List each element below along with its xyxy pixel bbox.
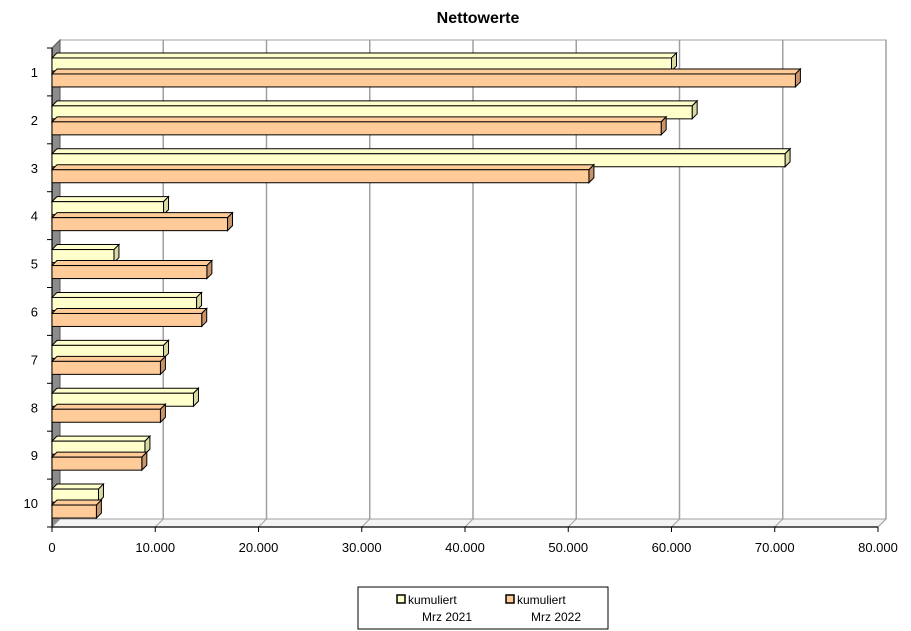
gridline-floor [258,518,267,528]
y-tick-label: 3 [31,161,38,176]
bar-top-face [50,196,170,203]
x-tick-label: 60.000 [652,540,692,555]
x-tick-label: 50.000 [548,540,588,555]
legend-swatch-series-2 [505,594,515,604]
x-tick-label: 70.000 [755,540,795,555]
gridline-floor [464,518,474,528]
x-tick-label: 30.000 [342,540,382,555]
gridline-floor [774,518,784,528]
y-tick-label: 1 [31,65,38,80]
x-tick-label: 20.000 [239,540,279,555]
legend-label-series-1-line2: Mrz 2021 [422,610,472,624]
bar-top-face [50,387,200,394]
gridline-floor [154,518,164,528]
y-tick-label: 10 [24,496,38,511]
bar-top-face [50,483,105,490]
gridline-floor [567,518,577,528]
bar-top-face [50,212,234,219]
bar [51,456,143,471]
bar [51,360,161,375]
bar-top-face [50,355,167,362]
x-tick-label: 10.000 [135,540,175,555]
bar [51,73,796,88]
plot-area: 0 10.000 20.000 30.000 40.000 50.000 60.000 70.… [24,38,898,555]
bar-top-face [50,291,203,298]
bar-top-face [50,116,668,123]
bar-top-face [50,499,103,506]
y-tick-label: 5 [31,257,38,272]
y-tick-label: 4 [31,209,38,224]
bar [51,312,203,327]
bar-top-face [50,451,149,458]
x-tick-label: 40.000 [445,540,485,555]
legend-label-series-2-line2: Mrz 2022 [531,610,581,624]
gridline-floor [877,518,887,528]
bar [51,217,229,232]
legend-label-series-1-line1: kumuliert [408,593,457,607]
bar-top-face [50,52,678,59]
bar-top-face [50,100,699,107]
bar [51,169,590,184]
y-tick-label: 7 [31,352,38,367]
legend: kumuliert Mrz 2021 kumuliert Mrz 2022 [357,586,609,630]
bar [51,408,161,423]
bar-top-face [50,339,170,346]
x-tick-label: 0 [48,540,55,555]
bar-top-face [50,148,792,155]
y-tick-label: 6 [31,304,38,319]
legend-box [357,586,609,630]
y-tick-label: 9 [31,448,38,463]
bar [51,265,208,280]
bar-top-face [50,68,802,75]
y-tick-label: 2 [31,113,38,128]
bar-top-face [50,164,596,171]
y-tick-label: 8 [31,400,38,415]
bar [51,121,662,136]
bar [51,504,97,519]
x-tick-label: 80.000 [858,540,898,555]
legend-swatch-series-1 [396,594,406,604]
bar-top-face [50,403,167,410]
legend-label-series-2-line1: kumuliert [517,593,566,607]
chart-title: Nettowerte [437,10,520,27]
bar-top-face [50,435,152,442]
gridline-floor [361,518,371,528]
bar-top-face [50,260,214,267]
gridline-floor [671,518,680,528]
bar-top-face [50,307,208,314]
bar-top-face [50,244,121,251]
